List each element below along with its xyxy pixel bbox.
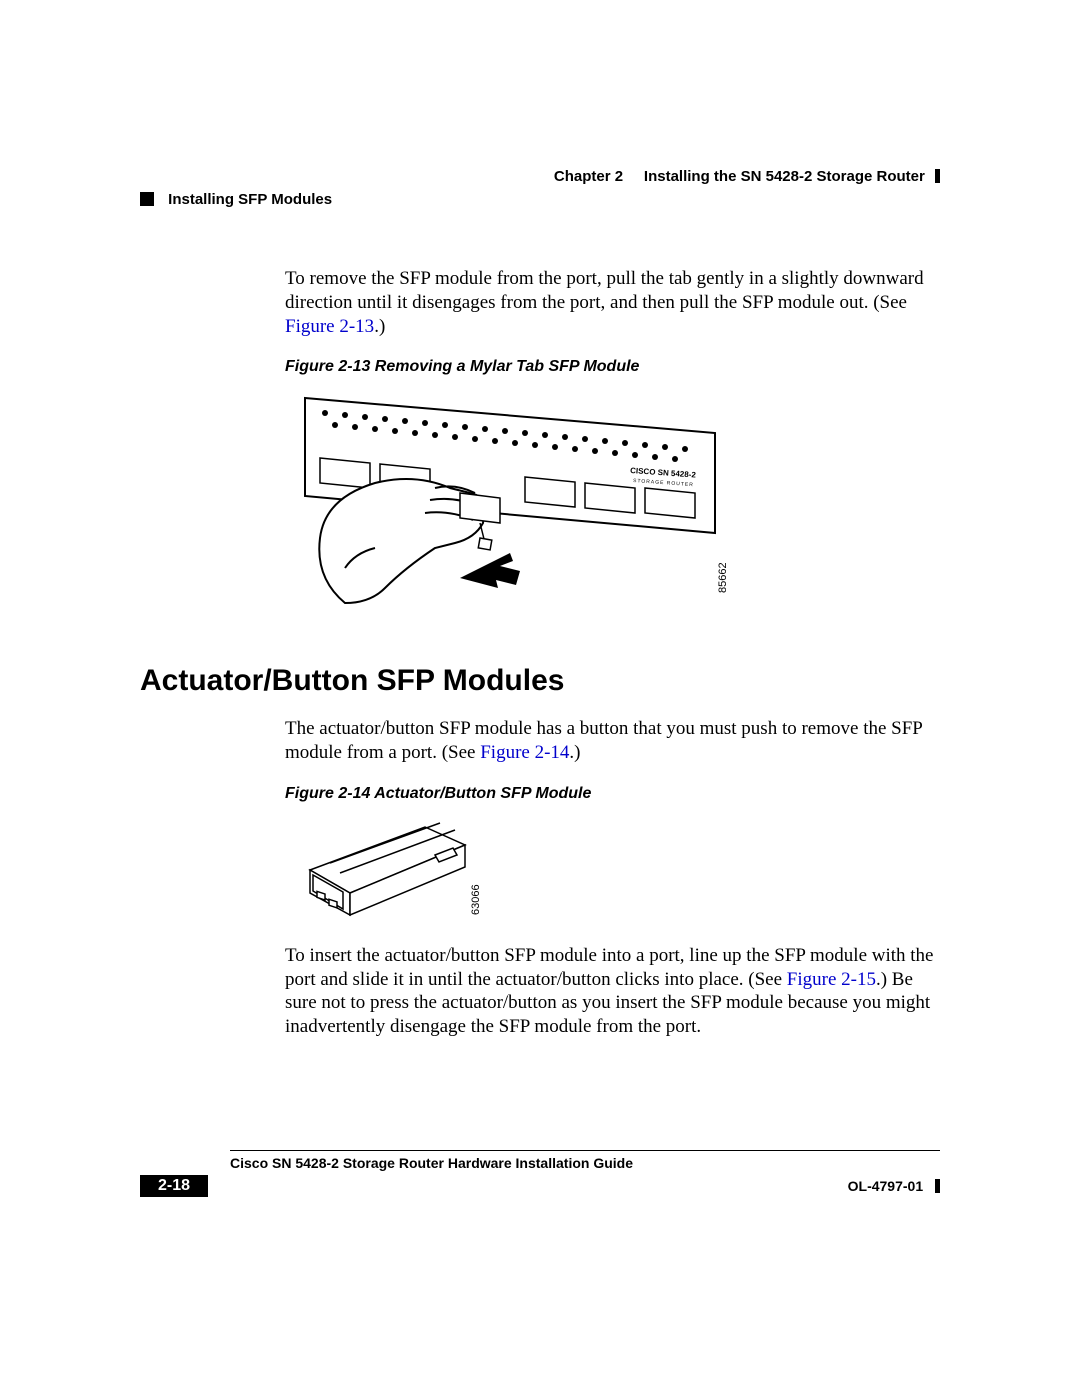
heading-actuator-button: Actuator/Button SFP Modules	[140, 664, 940, 698]
figure-2-14-id: 63066	[470, 884, 482, 915]
footer-rule	[230, 1150, 940, 1151]
para1-text-a: To remove the SFP module from the port, …	[285, 268, 924, 313]
footer-guide-title: Cisco SN 5428-2 Storage Router Hardware …	[230, 1155, 940, 1171]
page-footer: Cisco SN 5428-2 Storage Router Hardware …	[140, 1150, 940, 1197]
paragraph-actuator-intro: The actuator/button SFP module has a but…	[285, 717, 940, 765]
para2-text-a: The actuator/button SFP module has a but…	[285, 718, 922, 763]
figure-2-13-id: 85662	[717, 563, 729, 594]
header-chapter-line: Chapter 2 Installing the SN 5428-2 Stora…	[140, 168, 940, 185]
chapter-title: Installing the SN 5428-2 Storage Router	[644, 168, 925, 185]
paragraph-remove-sfp: To remove the SFP module from the port, …	[285, 267, 940, 338]
header-section-line: Installing SFP Modules	[140, 191, 940, 208]
doc-id-text: OL-4797-01	[848, 1178, 923, 1194]
footer-marker-icon	[935, 1179, 940, 1193]
para1-text-b: .)	[374, 316, 385, 337]
figure-2-13-link[interactable]: Figure 2-13	[285, 316, 374, 337]
page-number: 2-18	[140, 1175, 208, 1197]
figure-2-13-image: CISCO SN 5428-2 STORAGE ROUTER	[285, 388, 725, 608]
figure-2-14-link[interactable]: Figure 2-14	[480, 742, 569, 763]
page-body: To remove the SFP module from the port, …	[140, 248, 940, 1057]
figure-2-14-caption: Figure 2-14 Actuator/Button SFP Module	[285, 785, 940, 803]
figure-2-13-caption: Figure 2-13 Removing a Mylar Tab SFP Mod…	[285, 358, 940, 376]
footer-row: 2-18 OL-4797-01	[140, 1175, 940, 1197]
page-header: Chapter 2 Installing the SN 5428-2 Stora…	[140, 168, 940, 208]
header-square-icon	[140, 192, 154, 206]
figure-2-14-image: 63066	[285, 815, 485, 925]
figure-2-15-link[interactable]: Figure 2-15	[787, 969, 876, 990]
header-marker-icon	[935, 169, 940, 183]
section-title: Installing SFP Modules	[168, 191, 332, 208]
chapter-label: Chapter 2	[554, 168, 623, 185]
page: Chapter 2 Installing the SN 5428-2 Stora…	[0, 0, 1080, 1397]
para2-text-b: .)	[569, 742, 580, 763]
paragraph-insert-actuator: To insert the actuator/button SFP module…	[285, 944, 940, 1039]
footer-doc-id: OL-4797-01	[848, 1178, 940, 1194]
